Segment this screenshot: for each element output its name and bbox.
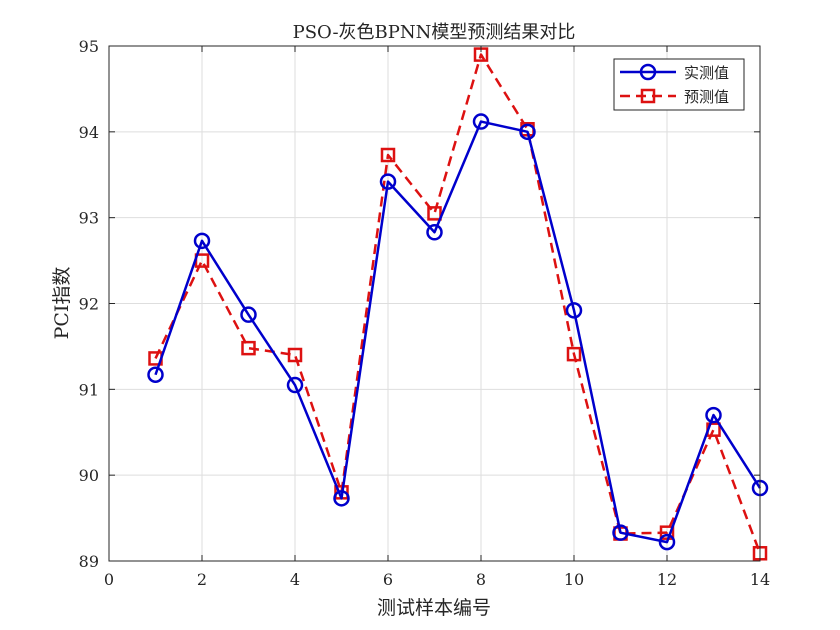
y-tick-label: 93 — [79, 209, 99, 228]
y-tick-label: 91 — [79, 380, 99, 399]
legend: 实测值 预测值 — [613, 58, 745, 111]
data-point-measured — [472, 113, 490, 130]
x-tick-label: 4 — [290, 570, 300, 589]
y-tick-label: 95 — [79, 37, 99, 56]
legend-label-predicted: 预测值 — [684, 88, 729, 106]
data-point-measured — [519, 123, 536, 141]
data-point-predicted — [241, 340, 256, 356]
y-tick-label: 89 — [79, 552, 99, 571]
data-point-measured — [286, 376, 304, 394]
x-tick-label: 8 — [476, 570, 486, 589]
y-tick-label: 92 — [79, 295, 99, 314]
data-point-predicted — [427, 206, 442, 221]
data-point-predicted — [566, 346, 582, 362]
axis-ticks: 0 2 4 6 8 10 12 14 89 90 91 92 93 94 95 — [79, 37, 771, 589]
legend-box — [613, 58, 745, 111]
data-point-measured — [705, 406, 722, 424]
x-tick-label: 10 — [564, 570, 584, 589]
y-tick-label: 90 — [79, 466, 99, 485]
legend-label-measured: 实测值 — [684, 64, 729, 82]
chart-title: PSO-灰色BPNN模型预测结果对比 — [293, 22, 576, 43]
x-tick-label: 12 — [657, 570, 677, 589]
data-point-measured — [379, 173, 397, 190]
series-line-predicted — [154, 53, 762, 554]
data-point-measured — [240, 306, 257, 323]
data-point-measured — [565, 302, 583, 319]
data-point-measured — [658, 533, 676, 551]
x-tick-label: 6 — [383, 570, 393, 589]
data-point-measured — [426, 224, 443, 241]
y-axis-title: PCI指数 — [51, 267, 73, 340]
x-axis-title: 测试样本编号 — [377, 597, 491, 619]
data-point-measured — [612, 524, 629, 541]
data-point-measured — [147, 366, 164, 383]
x-tick-label: 14 — [750, 570, 770, 589]
x-tick-label: 0 — [104, 570, 114, 589]
y-tick-label: 94 — [79, 123, 99, 142]
data-point-measured — [193, 232, 211, 250]
x-tick-label: 2 — [197, 570, 207, 589]
data-point-measured — [333, 490, 350, 507]
data-point-predicted — [380, 147, 396, 163]
legend-marker-predicted — [640, 88, 656, 104]
legend-marker-measured — [639, 63, 657, 81]
data-point-predicted — [287, 347, 303, 363]
